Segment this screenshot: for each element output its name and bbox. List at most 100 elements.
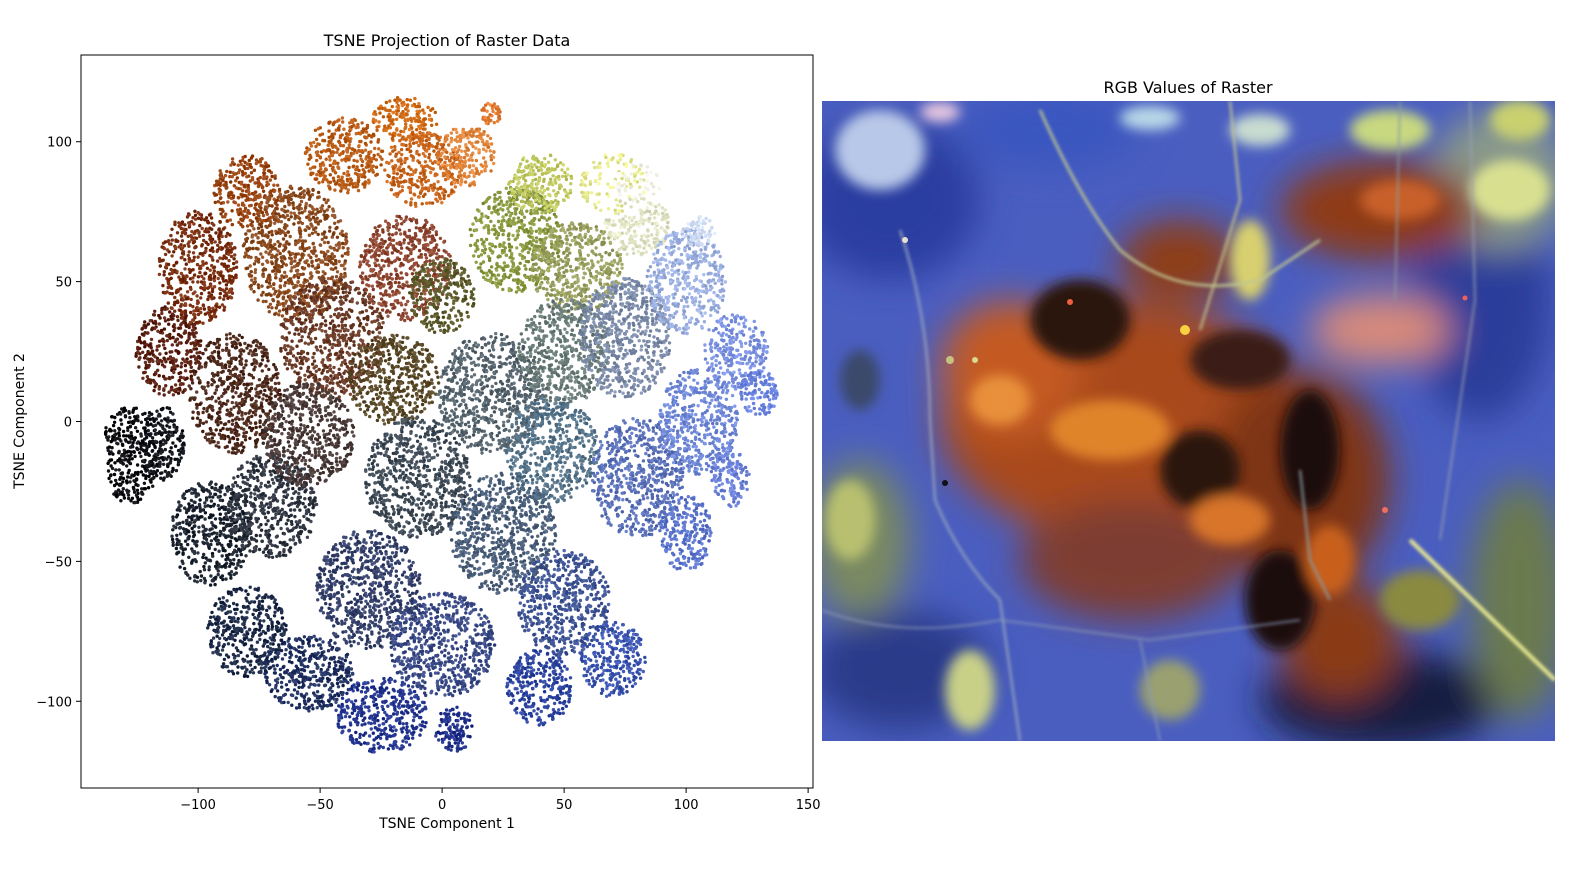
scatter-point xyxy=(310,231,315,235)
scatter-point xyxy=(258,432,262,437)
scatter-point xyxy=(163,346,167,351)
scatter-point xyxy=(411,217,415,221)
scatter-point xyxy=(328,342,332,346)
scatter-point xyxy=(210,246,214,251)
scatter-point xyxy=(285,213,290,218)
scatter-point xyxy=(409,116,413,121)
scatter-point xyxy=(465,175,469,179)
scatter-point xyxy=(302,189,306,193)
scatter-point xyxy=(335,270,340,274)
scatter-point xyxy=(190,238,194,242)
scatter-point xyxy=(265,353,269,357)
scatter-point xyxy=(135,488,140,492)
scatter-point xyxy=(395,100,399,105)
scatter-point xyxy=(243,438,248,442)
scatter-point xyxy=(266,305,271,309)
scatter-point xyxy=(488,136,493,141)
scatter-point xyxy=(364,300,368,304)
scatter-point xyxy=(256,236,260,240)
scatter-point xyxy=(309,340,314,344)
scatter-point xyxy=(382,264,386,268)
scatter-point xyxy=(119,418,123,422)
scatter-point xyxy=(268,409,272,413)
scatter-point xyxy=(116,488,121,492)
scatter-point xyxy=(374,173,378,177)
scatter-point xyxy=(351,164,356,168)
scatter-point xyxy=(298,235,303,239)
scatter-point xyxy=(234,356,238,361)
scatter-point xyxy=(239,362,244,366)
scatter-point xyxy=(191,280,195,284)
scatter-point xyxy=(395,273,399,277)
scatter-point xyxy=(305,301,309,306)
scatter-point xyxy=(240,400,244,404)
scatter-point xyxy=(172,363,176,367)
scatter-point xyxy=(317,308,322,313)
scatter-point xyxy=(222,297,226,301)
scatter-point xyxy=(337,324,341,328)
scatter-point xyxy=(273,188,277,193)
scatter-point xyxy=(260,262,265,266)
scatter-point xyxy=(454,157,459,161)
scatter-point xyxy=(421,186,425,190)
scatter-point xyxy=(245,215,250,219)
scatter-point xyxy=(129,475,133,480)
scatter-point xyxy=(335,225,339,230)
scatter-point xyxy=(216,243,220,247)
scatter-point xyxy=(223,173,228,178)
scatter-point xyxy=(373,226,377,230)
scatter-point xyxy=(199,365,204,369)
scatter-point xyxy=(178,439,182,443)
scatter-point xyxy=(299,359,304,363)
scatter-point xyxy=(146,428,150,433)
scatter-point xyxy=(151,476,155,481)
scatter-point xyxy=(162,270,166,274)
scatter-point xyxy=(327,184,331,188)
scatter-point xyxy=(168,356,173,361)
scatter-title: TSNE Projection of Raster Data xyxy=(323,31,571,50)
scatter-point xyxy=(309,217,313,222)
scatter-point xyxy=(155,469,160,473)
scatter-point xyxy=(173,388,178,392)
scatter-point xyxy=(194,357,198,362)
scatter-point xyxy=(258,414,263,418)
scatter-point xyxy=(481,164,485,168)
scatter-point xyxy=(178,287,183,291)
scatter-point xyxy=(234,273,238,278)
scatter-point xyxy=(337,259,341,264)
scatter-point xyxy=(477,172,481,176)
scatter-point xyxy=(285,326,289,331)
scatter-point xyxy=(423,192,427,196)
scatter-point xyxy=(130,496,135,500)
scatter-point xyxy=(321,315,325,320)
scatter-point xyxy=(154,417,158,421)
scatter-point xyxy=(289,321,293,325)
scatter-point xyxy=(331,232,336,236)
scatter-point xyxy=(279,346,283,351)
scatter-point xyxy=(189,341,193,346)
scatter-point xyxy=(352,340,356,344)
scatter-point xyxy=(172,370,176,375)
scatter-point xyxy=(334,375,339,380)
scatter-point xyxy=(225,342,229,346)
scatter-point xyxy=(167,322,171,326)
scatter-point xyxy=(459,173,463,177)
scatter-point xyxy=(203,365,207,369)
scatter-point xyxy=(299,199,304,204)
scatter-point xyxy=(231,196,235,200)
scatter-point xyxy=(148,478,152,482)
scatter-point xyxy=(432,182,436,186)
scatter-point xyxy=(202,238,206,243)
scatter-point xyxy=(310,259,314,263)
scatter-point xyxy=(250,414,254,418)
scatter-point xyxy=(246,196,250,200)
scatter-point xyxy=(202,287,206,291)
scatter-point xyxy=(298,311,302,316)
scatter-point xyxy=(427,131,431,135)
scatter-point xyxy=(207,213,212,217)
scatter-point xyxy=(385,179,389,184)
scatter-point xyxy=(463,160,467,165)
scatter-point xyxy=(161,258,165,262)
scatter-point xyxy=(314,150,319,155)
scatter-point xyxy=(408,98,412,102)
